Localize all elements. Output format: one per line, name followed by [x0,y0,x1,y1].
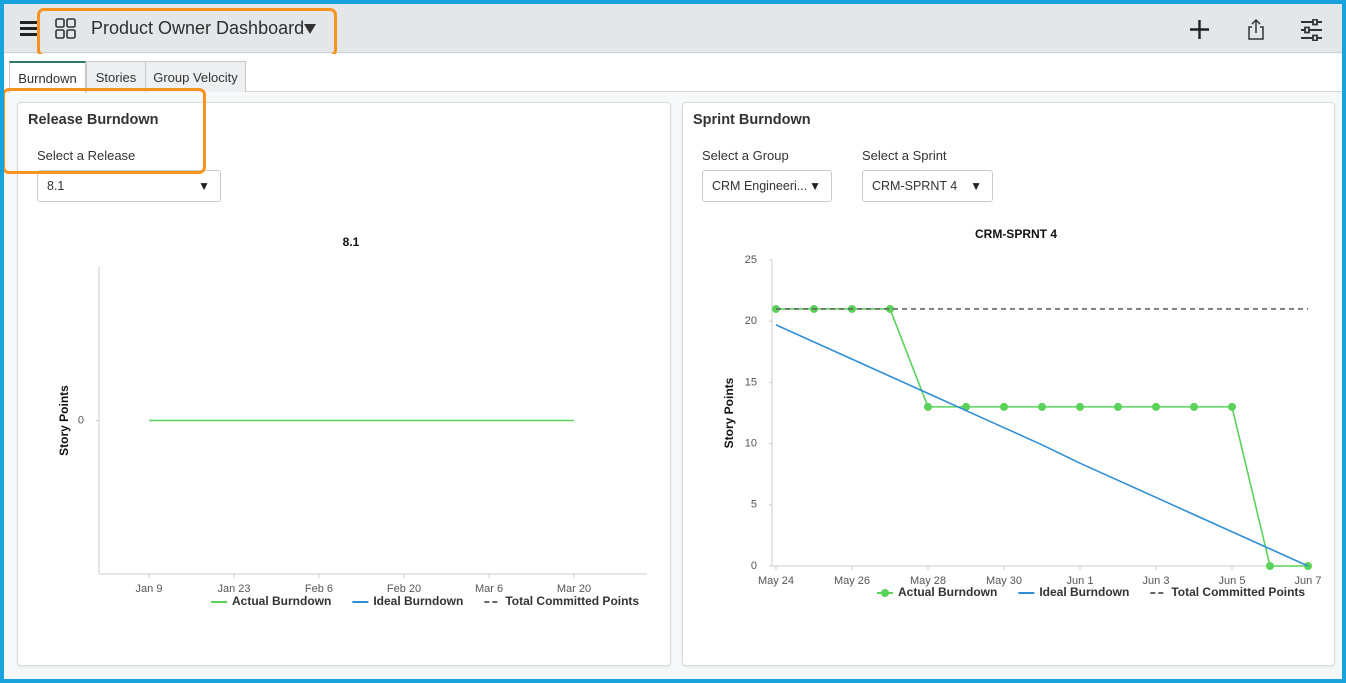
legend-label: Total Committed Points [1171,585,1305,599]
data-point [1000,402,1008,411]
select-value: CRM-SPRNT 4 [872,179,958,193]
dashboard-title[interactable]: Product Owner Dashboard [91,18,305,38]
x-tick-label: Mar 20 [557,583,591,595]
select[interactable]: CRM-SPRNT 4 ▼ [862,170,993,202]
tab[interactable]: Stories [86,61,146,92]
x-tick-label: May 28 [910,575,946,587]
dropdown-arrow[interactable] [303,23,317,35]
data-point [924,402,932,411]
x-tick-label: Mar 6 [475,583,503,595]
grid-icon [55,18,76,39]
x-tick-label: Jan 9 [136,583,163,595]
legend-label: Ideal Burndown [373,594,463,608]
share-icon[interactable] [1247,18,1265,41]
data-point [886,304,894,313]
y-tick-label: 15 [745,376,757,388]
data-point [1114,402,1122,411]
filter-label: Select a Group [702,148,789,163]
select[interactable]: 8.1 ▼ [37,170,221,202]
settings-icon[interactable] [1300,19,1323,41]
tab[interactable]: Group Velocity [145,61,246,92]
data-point [1152,402,1160,411]
x-tick-label: Feb 20 [387,583,421,595]
legend-label: Total Committed Points [505,594,639,608]
x-tick-label: Jan 23 [217,583,250,595]
y-tick-label: 0 [78,414,84,426]
data-point [1228,402,1236,411]
x-tick-label: May 30 [986,575,1022,587]
chart-title: CRM-SPRNT 4 [975,227,1057,241]
y-axis-label: Story Points [57,385,71,456]
select-value: CRM Engineeri... [712,179,808,193]
series-line [775,324,1309,567]
data-point [1190,402,1198,411]
x-tick-label: Jun 3 [1143,575,1170,587]
menu-icon[interactable] [20,20,38,36]
y-tick-label: 10 [745,438,757,450]
x-tick-label: May 24 [758,575,794,587]
select[interactable]: CRM Engineeri... ▼ [702,170,832,202]
data-point [1038,402,1046,411]
tab[interactable]: Burndown [9,61,86,93]
filter-label: Select a Release [37,148,136,163]
x-tick-label: Jun 7 [1295,575,1322,587]
filter-label: Select a Sprint [862,148,947,163]
select-value: 8.1 [47,179,65,193]
data-point [1266,562,1274,570]
legend-marker [881,589,889,597]
x-tick-label: Jun 1 [1067,575,1094,587]
x-tick-label: Jun 5 [1219,575,1246,587]
panel-title: Sprint Burndown [693,112,811,128]
legend-label: Ideal Burndown [1039,585,1129,599]
legend-label: Actual Burndown [898,585,997,599]
series-line [776,308,1308,567]
y-tick-label: 20 [745,315,757,327]
chart: CRM-SPRNT 4 Story Points 0 5 10 15 20 25 May 24 M… [722,227,1321,599]
x-tick-label: May 26 [834,575,870,587]
header [4,4,1342,53]
y-tick-label: 0 [751,560,757,572]
data-point [1076,402,1084,411]
legend-label: Actual Burndown [232,594,331,608]
y-tick-label: 25 [745,254,757,266]
x-tick-label: Feb 6 [305,583,333,595]
y-axis-label: Story Points [722,377,736,448]
add-icon[interactable] [1189,19,1210,40]
panel-title: Release Burndown [28,112,159,128]
chart: 8.1 Story Points 0 Jan 9 Jan 23 Feb 6 Feb 20 Ma… [57,235,647,608]
y-tick-label: 5 [751,499,757,511]
chart-title: 8.1 [343,235,360,249]
